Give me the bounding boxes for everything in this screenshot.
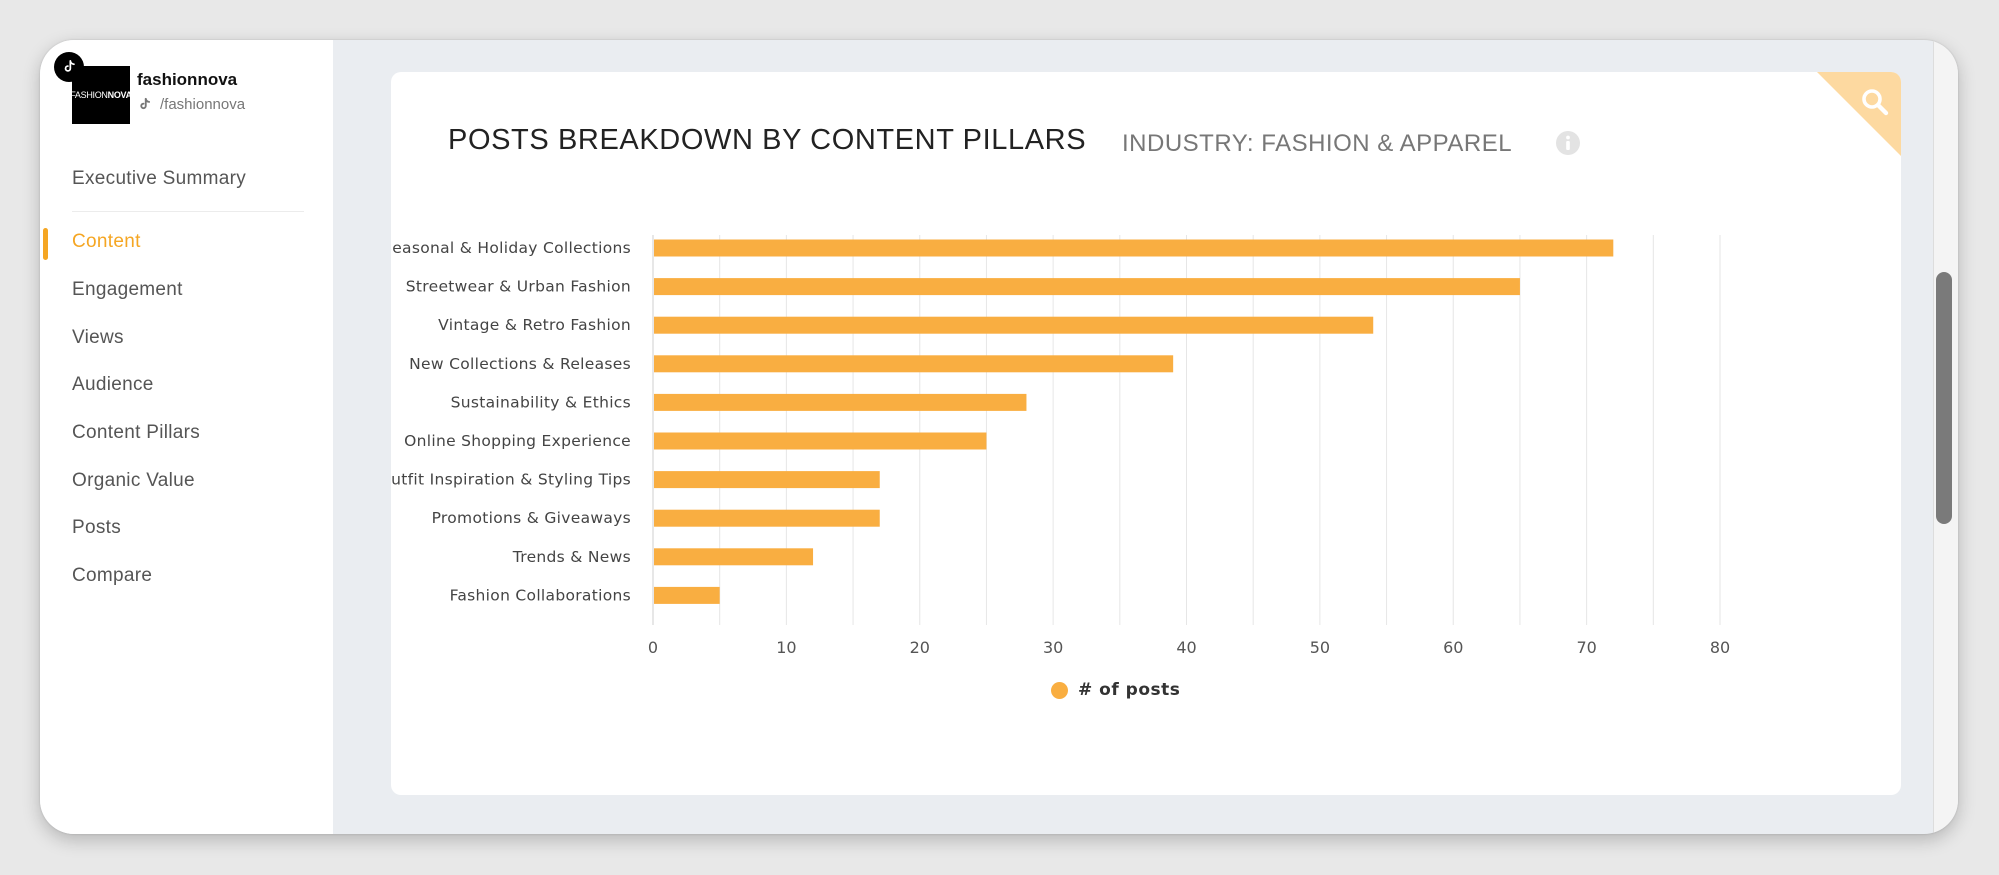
avatar: FASHIONNOVA (70, 66, 132, 124)
category-label: Streetwear & Urban Fashion (406, 278, 631, 296)
bar[interactable] (654, 471, 880, 489)
x-tick-label: 10 (776, 638, 796, 657)
bar[interactable] (654, 393, 1027, 411)
category-label: Outfit Inspiration & Styling Tips (391, 471, 631, 489)
sidebar-item-compare[interactable]: Compare (72, 565, 153, 586)
profile-handle[interactable]: /fashionnova (137, 96, 245, 113)
x-tick-label: 40 (1176, 638, 1196, 657)
sidebar-item-organic-value[interactable]: Organic Value (72, 470, 195, 491)
corner-search-button[interactable] (1817, 72, 1901, 156)
x-tick-label: 20 (910, 638, 930, 657)
x-tick-label: 60 (1443, 638, 1463, 657)
chart-subtitle: INDUSTRY: FASHION & APPAREL (1122, 130, 1513, 157)
bar[interactable] (654, 239, 1614, 257)
info-icon[interactable] (1555, 130, 1581, 156)
bar[interactable] (654, 509, 880, 527)
active-indicator (43, 228, 48, 260)
chart-card: POSTS BREAKDOWN BY CONTENT PILLARS INDUS… (391, 72, 1901, 795)
chart-legend[interactable]: # of posts (1051, 680, 1180, 700)
scrollbar-thumb[interactable] (1936, 272, 1952, 524)
bar[interactable] (654, 432, 987, 450)
bar[interactable] (654, 316, 1374, 334)
sidebar: FASHIONNOVA fashionnova /fashionnova Exe… (40, 40, 333, 834)
category-label: Online Shopping Experience (404, 432, 631, 450)
x-tick-label: 30 (1043, 638, 1063, 657)
legend-marker (1051, 681, 1068, 699)
app-window: FASHIONNOVA fashionnova /fashionnova Exe… (40, 40, 1958, 834)
category-label: Seasonal & Holiday Collections (391, 239, 631, 257)
x-tick-label: 50 (1310, 638, 1330, 657)
sidebar-item-engagement[interactable]: Engagement (72, 279, 183, 300)
sidebar-item-executive-summary[interactable]: Executive Summary (72, 168, 247, 189)
sidebar-item-audience[interactable]: Audience (72, 374, 154, 395)
sidebar-item-views[interactable]: Views (72, 327, 124, 348)
x-tick-label: 70 (1576, 638, 1596, 657)
legend-label: # of posts (1078, 680, 1181, 700)
profile-name: fashionnova (137, 70, 238, 89)
sidebar-item-content[interactable]: Content (72, 231, 141, 252)
bar[interactable] (654, 278, 1520, 296)
bar[interactable] (654, 586, 720, 604)
category-label: Vintage & Retro Fashion (438, 316, 631, 334)
category-label: New Collections & Releases (409, 355, 631, 373)
profile-handle-text: /fashionnova (160, 96, 246, 113)
nav-divider (72, 211, 304, 212)
x-tick-label: 0 (648, 638, 658, 657)
sidebar-item-content-pillars[interactable]: Content Pillars (72, 422, 201, 443)
tiktok-icon (140, 97, 151, 110)
logo-text: FASHIONNOVA (70, 90, 132, 100)
search-icon[interactable] (1859, 86, 1891, 118)
chart-title: POSTS BREAKDOWN BY CONTENT PILLARS (448, 124, 1087, 156)
x-tick-label: 80 (1710, 638, 1730, 657)
bar[interactable] (654, 355, 1174, 373)
scrollbar[interactable] (1933, 40, 1958, 834)
category-label: Trends & News (512, 548, 631, 566)
bar-chart: 0 10 20 30 40 50 60 70 80 Seasonal & Holiday Coll… (391, 235, 1730, 657)
tiktok-icon (54, 52, 84, 82)
category-label: Fashion Collaborations (450, 586, 631, 604)
sidebar-item-posts[interactable]: Posts (72, 517, 122, 538)
category-label: Promotions & Giveaways (432, 509, 631, 527)
category-label: Sustainability & Ethics (451, 393, 631, 411)
bar[interactable] (654, 548, 814, 566)
